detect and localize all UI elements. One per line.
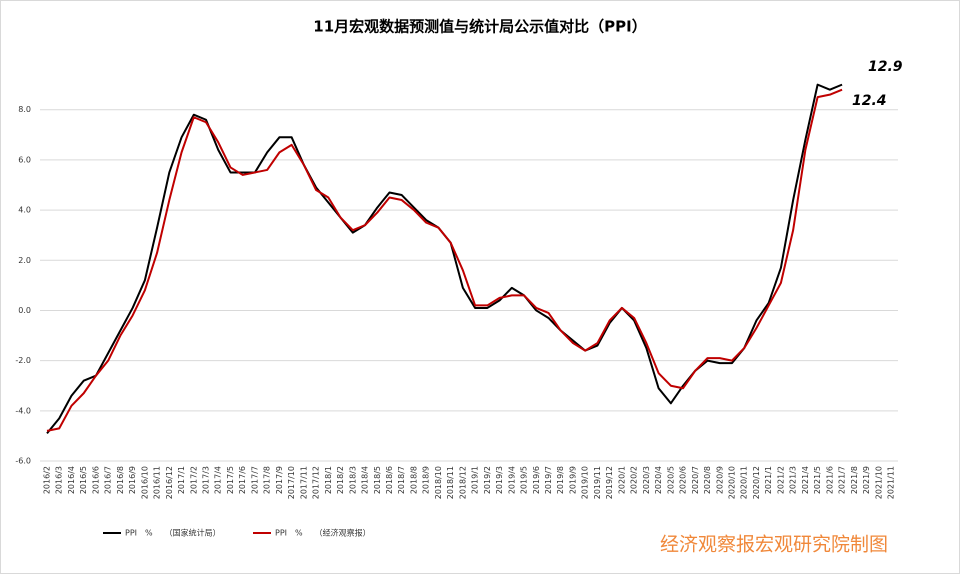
x-tick-label: 2019/4 — [507, 466, 516, 494]
x-tick-label: 2017/4 — [214, 466, 223, 494]
x-tick-label: 2017/12 — [312, 466, 321, 499]
x-tick-label: 2018/11 — [446, 466, 455, 499]
x-tick-label: 2018/5 — [373, 466, 382, 494]
x-tick-label: 2020/7 — [691, 466, 700, 494]
x-tick-label: 2020/9 — [715, 466, 724, 494]
x-tick-label: 2018/6 — [385, 466, 394, 494]
x-tick-label: 2017/11 — [299, 466, 308, 499]
y-tick-label: 6.0 — [18, 155, 31, 164]
x-tick-label: 2016/12 — [165, 466, 174, 499]
x-tick-label: 2020/4 — [654, 466, 663, 494]
source: 经济观察报宏观研究院制图 — [660, 534, 888, 556]
x-tick-label: 2018/10 — [434, 466, 443, 499]
x-tick-label: 2018/8 — [409, 466, 418, 494]
legend-label: PPI % （国家统计局） — [125, 528, 221, 538]
x-tick-label: 2017/10 — [287, 466, 296, 499]
x-tick-label: 2019/6 — [532, 466, 541, 494]
x-tick-label: 2020/2 — [630, 466, 639, 494]
x-tick-label: 2017/9 — [275, 466, 284, 494]
x-tick-label: 2018/12 — [458, 466, 467, 499]
x-tick-label: 2021/6 — [825, 466, 834, 494]
x-tick-label: 2016/8 — [116, 466, 125, 494]
x-tick-label: 2019/9 — [568, 466, 577, 494]
x-tick-label: 2016/7 — [104, 466, 113, 494]
x-tick-label: 2019/7 — [544, 466, 553, 494]
x-tick-label: 2018/3 — [348, 466, 357, 494]
y-tick-label: 0.0 — [18, 306, 31, 315]
x-tick-label: 2017/3 — [202, 466, 211, 494]
y-tick-label: -2.0 — [15, 356, 31, 365]
x-tick-label: 2020/10 — [727, 466, 736, 499]
y-tick-label: 8.0 — [18, 105, 31, 114]
x-tick-label: 2018/9 — [422, 466, 431, 494]
x-tick-label: 2020/3 — [642, 466, 651, 494]
x-tick-label: 2016/9 — [128, 466, 137, 494]
annotation: 12.4 — [852, 93, 887, 109]
x-tick-label: 2019/10 — [581, 466, 590, 499]
x-tick-label: 2019/5 — [520, 466, 529, 494]
x-tick-label: 2016/2 — [43, 466, 52, 494]
x-tick-label: 2020/11 — [740, 466, 749, 499]
x-tick-label: 2020/8 — [703, 466, 712, 494]
x-tick-label: 2016/11 — [153, 466, 162, 499]
annotation: 12.9 — [868, 59, 903, 75]
x-tick-label: 2021/7 — [838, 466, 847, 494]
x-tick-label: 2018/1 — [324, 466, 333, 494]
x-tick-label: 2017/6 — [238, 466, 247, 494]
x-tick-label: 2021/2 — [776, 466, 785, 494]
x-tick-label: 2016/3 — [55, 466, 64, 494]
x-tick-label: 2016/5 — [79, 466, 88, 494]
x-tick-label: 2017/7 — [250, 466, 259, 494]
y-tick-label: 2.0 — [18, 256, 31, 265]
x-tick-label: 2021/1 — [764, 466, 773, 494]
chart-title: 11月宏观数据预测值与统计局公示值对比（PPI） — [313, 18, 646, 36]
x-tick-label: 2017/5 — [226, 466, 235, 494]
x-tick-label: 2019/2 — [483, 466, 492, 494]
x-tick-label: 2019/12 — [605, 466, 614, 499]
x-tick-label: 2020/6 — [679, 466, 688, 494]
x-tick-label: 2018/7 — [397, 466, 406, 494]
y-tick-label: -4.0 — [15, 406, 31, 415]
x-tick-label: 2017/2 — [189, 466, 198, 494]
y-tick-label: 4.0 — [18, 206, 31, 215]
x-tick-label: 2016/10 — [140, 466, 149, 499]
x-tick-label: 2016/4 — [67, 466, 76, 494]
x-tick-label: 2021/9 — [862, 466, 871, 494]
x-tick-label: 2019/11 — [593, 466, 602, 499]
x-tick-label: 2021/8 — [850, 466, 859, 494]
x-tick-label: 2019/3 — [495, 466, 504, 494]
x-tick-label: 2017/1 — [177, 466, 186, 494]
x-tick-label: 2021/3 — [789, 466, 798, 494]
x-tick-label: 2020/1 — [617, 466, 626, 494]
x-tick-label: 2021/5 — [813, 466, 822, 494]
series-line — [46, 88, 843, 432]
x-tick-label: 2021/10 — [874, 466, 883, 499]
x-tick-label: 2020/12 — [752, 466, 761, 499]
x-tick-label: 2016/6 — [91, 466, 100, 494]
x-tick-label: 2019/1 — [471, 466, 480, 494]
x-tick-label: 2018/2 — [336, 466, 345, 494]
x-tick-label: 2020/5 — [666, 466, 675, 494]
x-tick-label: 2019/8 — [556, 466, 565, 494]
x-tick-label: 2017/8 — [263, 466, 272, 494]
x-tick-label: 2018/4 — [361, 466, 370, 494]
legend-label: PPI % （经济观察报） — [275, 528, 371, 538]
x-tick-label: 2021/4 — [801, 466, 810, 494]
x-tick-label: 2021/11 — [887, 466, 896, 499]
y-tick-label: -6.0 — [15, 457, 31, 466]
